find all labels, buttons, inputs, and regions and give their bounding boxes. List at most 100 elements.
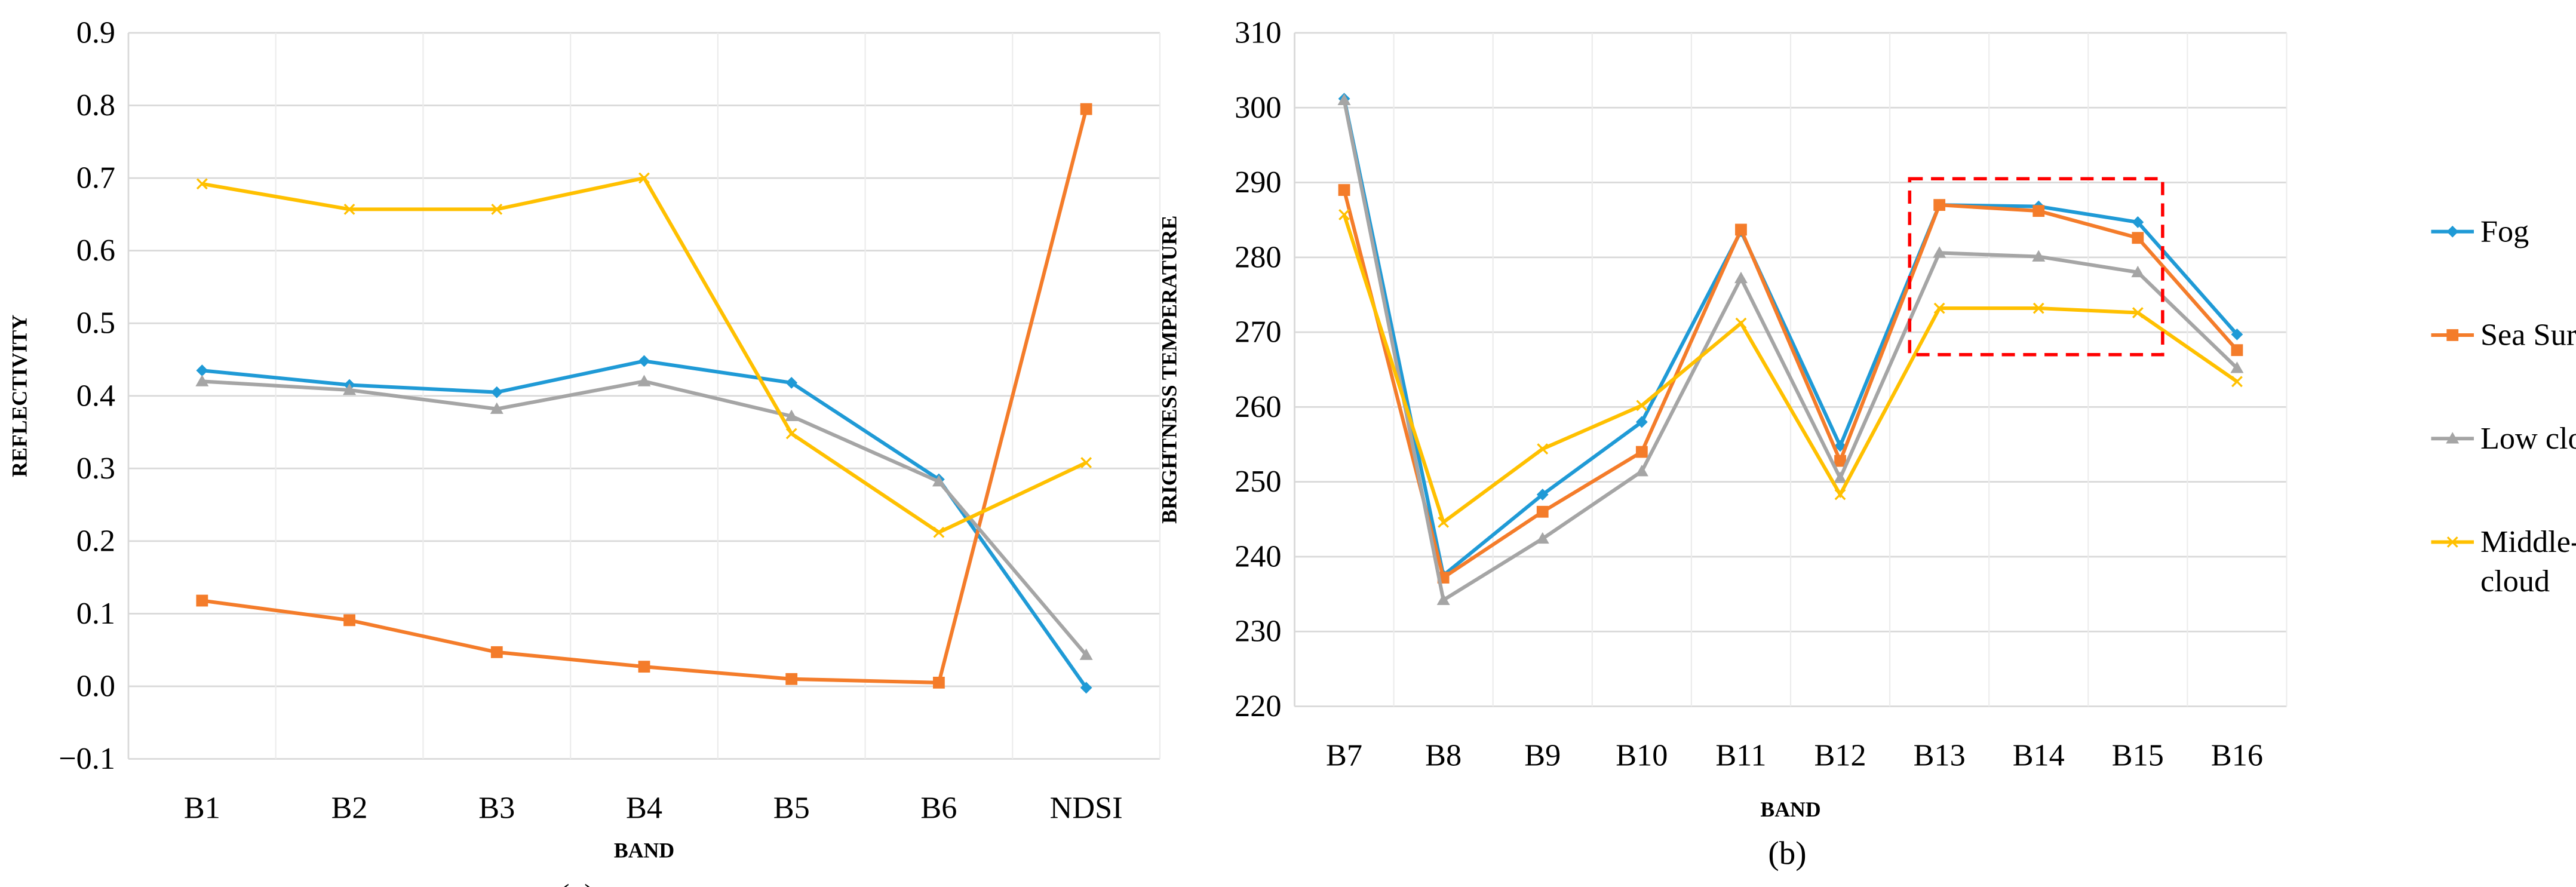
panel-label: (a) — [558, 877, 595, 887]
y-tick-label: 240 — [1235, 539, 1281, 573]
data-point-sea-surface — [1834, 455, 1846, 467]
y-tick-label: 230 — [1235, 614, 1281, 649]
panel-label: (b) — [1768, 835, 1806, 871]
x-tick-label: B6 — [920, 791, 957, 825]
y-axis-title: BRIGHTNESS TEMPERATURE — [1157, 216, 1181, 524]
data-point-middle-high-cloud — [1537, 443, 1549, 455]
chart-b: 220 230 240 250 260 270 280 290 300 310 B7 B8 B9 B10 B… — [1157, 16, 2288, 871]
y-tick-label: 290 — [1235, 165, 1281, 200]
data-point-middle-high-cloud — [196, 178, 208, 190]
data-point-low-cloud — [1536, 532, 1549, 544]
data-point-fog — [2231, 328, 2243, 340]
legend-label: Middle-high — [2480, 524, 2576, 559]
data-point-low-cloud — [195, 375, 209, 386]
data-point-sea-surface — [638, 661, 650, 673]
data-point-low-cloud — [2131, 265, 2145, 278]
x-tick-label: B5 — [773, 791, 810, 825]
x-tick-label: B15 — [2112, 738, 2164, 773]
data-point-sea-surface — [2032, 205, 2045, 217]
x-axis-title: BAND — [614, 839, 674, 863]
data-point-sea-surface — [343, 614, 355, 627]
data-point-sea-surface — [196, 594, 208, 607]
data-point-middle-high-cloud — [2032, 302, 2044, 314]
data-point-low-cloud — [1635, 465, 1648, 477]
x-tick-label: B16 — [2211, 738, 2263, 773]
y-tick-label: 300 — [1235, 90, 1281, 125]
x-tick-label: B14 — [2013, 738, 2065, 773]
y-tick-label: 0.4 — [76, 378, 115, 413]
data-point-fog — [785, 376, 798, 389]
x-tick-label: B8 — [1425, 738, 1462, 773]
y-tick-label: 0.5 — [76, 306, 115, 340]
x-tick-label: B11 — [1715, 738, 1766, 773]
y-tick-label: 0.1 — [76, 596, 115, 631]
legend-marker — [2446, 225, 2459, 238]
legend-marker — [2446, 536, 2458, 548]
data-point-sea-surface — [1536, 505, 1549, 518]
data-point-sea-surface — [490, 646, 503, 658]
data-point-fog — [1536, 489, 1549, 501]
y-tick-label: 0.0 — [76, 668, 115, 703]
data-point-middle-high-cloud — [1080, 457, 1092, 468]
data-point-middle-high-cloud — [2231, 376, 2243, 388]
y-tick-label: 250 — [1235, 464, 1281, 499]
data-point-middle-high-cloud — [638, 172, 650, 184]
legend-marker — [2446, 329, 2459, 341]
data-point-sea-surface — [1735, 223, 1747, 236]
data-point-sea-surface — [2132, 232, 2144, 244]
legend-label-cont: cloud — [2480, 564, 2550, 599]
data-point-middle-high-cloud — [343, 203, 355, 215]
data-point-low-cloud — [1079, 648, 1093, 660]
chart-a: −0.1 0.0 0.1 0.2 0.3 0.4 0.5 0.6 0.7 0.8 0.9 B1 B2 B3… — [8, 16, 1161, 887]
highlight-box — [1908, 177, 2164, 357]
data-point-low-cloud — [785, 409, 799, 422]
x-tick-label: NDSI — [1050, 791, 1123, 825]
x-tick-label: B4 — [626, 791, 662, 825]
data-point-low-cloud — [2032, 250, 2046, 262]
y-tick-label: 0.2 — [76, 523, 115, 558]
x-tick-label: B12 — [1814, 738, 1866, 773]
x-tick-label: B3 — [478, 791, 515, 825]
data-point-sea-surface — [1635, 446, 1648, 458]
x-tick-label: B1 — [184, 791, 220, 825]
y-tick-label: 0.9 — [76, 16, 115, 50]
data-point-middle-high-cloud — [1438, 516, 1450, 528]
legend: Fog Sea Surface Low cloud Middle-high cloud — [2431, 214, 2576, 599]
data-point-low-cloud — [490, 402, 503, 414]
data-point-low-cloud — [2230, 361, 2244, 373]
y-tick-label: 310 — [1235, 16, 1281, 50]
data-point-middle-high-cloud — [933, 526, 945, 538]
data-point-middle-high-cloud — [1735, 317, 1747, 329]
data-point-middle-high-cloud — [491, 203, 503, 215]
data-point-low-cloud — [1834, 471, 1847, 483]
series-line-sea-surface — [1342, 189, 2239, 581]
y-tick-label: 0.3 — [76, 451, 115, 486]
data-point-low-cloud — [1933, 246, 1946, 258]
y-tick-label: 0.7 — [76, 161, 115, 195]
y-tick-label: 0.8 — [76, 88, 115, 122]
data-point-sea-surface — [2231, 344, 2243, 357]
data-point-middle-high-cloud — [2132, 307, 2144, 318]
data-point-fog — [1635, 416, 1648, 428]
y-tick-label: 280 — [1235, 240, 1281, 274]
data-point-sea-surface — [785, 673, 798, 685]
legend-label: Sea Surface — [2480, 318, 2576, 352]
data-point-sea-surface — [1080, 103, 1092, 115]
x-tick-label: B7 — [1326, 738, 1362, 773]
data-point-middle-high-cloud — [1933, 302, 1945, 314]
legend-label: Low cloud — [2480, 421, 2576, 456]
series-line-fog — [1342, 98, 2239, 579]
x-tick-label: B10 — [1616, 738, 1668, 773]
data-point-low-cloud — [1734, 271, 1748, 284]
data-point-sea-surface — [1338, 184, 1350, 196]
y-tick-label: −0.1 — [59, 741, 115, 776]
data-point-middle-high-cloud — [785, 428, 797, 440]
y-tick-label: 260 — [1235, 389, 1281, 424]
data-point-low-cloud — [343, 383, 357, 395]
data-point-middle-high-cloud — [1834, 489, 1846, 501]
legend-marker — [2446, 432, 2460, 444]
series-line-middle-high-cloud — [1342, 214, 2239, 526]
data-point-fog — [638, 355, 650, 367]
data-point-fog — [490, 386, 503, 398]
